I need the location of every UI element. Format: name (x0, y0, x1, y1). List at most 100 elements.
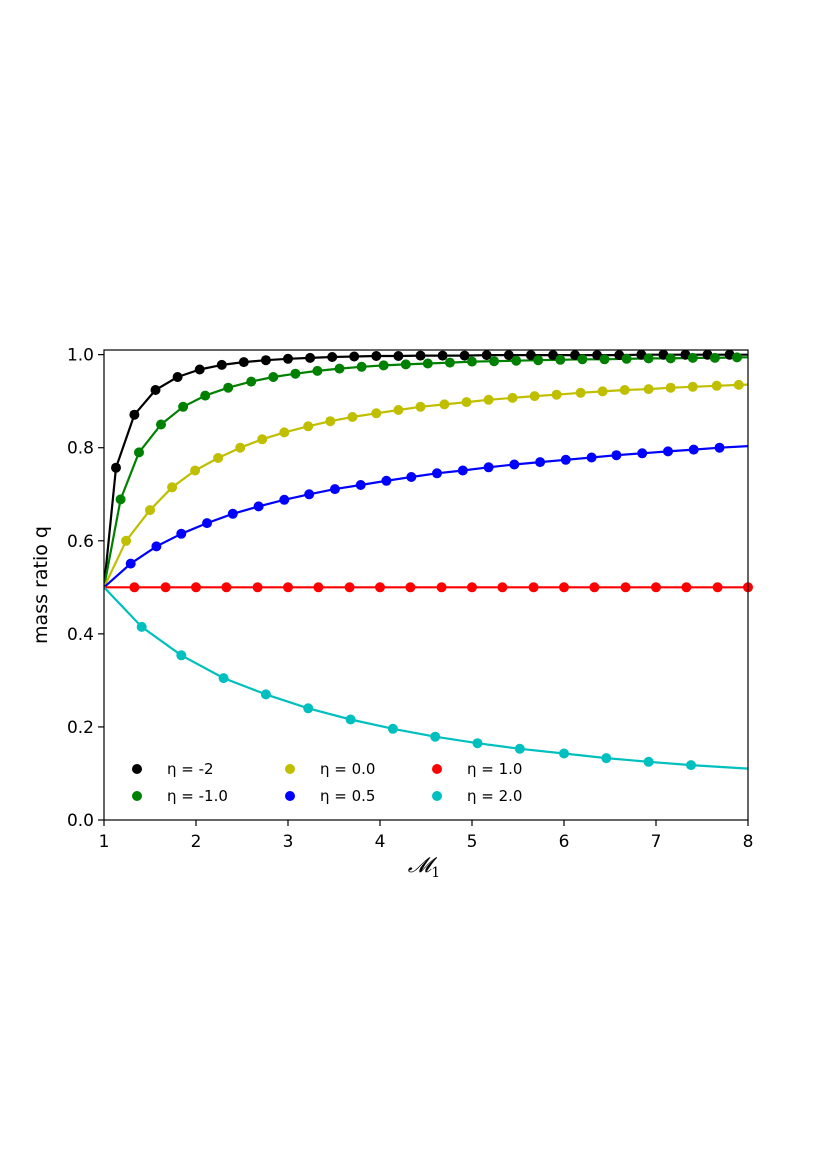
series-2-point (145, 505, 155, 516)
series-markers (111, 349, 753, 771)
series-3-point (279, 494, 290, 505)
series-0-point (570, 350, 580, 361)
series-2-point (643, 384, 654, 395)
series-1-point (577, 354, 588, 365)
series-2-point (213, 453, 224, 463)
series-3-point (457, 465, 468, 476)
series-4-point (221, 582, 232, 593)
y-tick-label: 0.2 (67, 718, 94, 738)
series-3-point (304, 489, 315, 500)
series-5-point (601, 753, 612, 764)
series-2-point (303, 421, 314, 432)
series-0-point (129, 409, 140, 420)
x-axis-ticks: 1 2 3 4 5 6 7 8 (99, 820, 753, 852)
series-1-point (400, 359, 411, 370)
series-0-point (437, 350, 448, 361)
series-3-point (586, 452, 597, 463)
series-4-point (129, 582, 140, 593)
x-tick-label: 5 (467, 832, 478, 852)
series-5-point (686, 760, 696, 771)
series-0-point (260, 355, 271, 366)
series-2-point (711, 380, 722, 391)
series-4-point (283, 582, 293, 593)
series-4-point (344, 582, 355, 593)
series-2-point (733, 379, 744, 390)
series-5-point (514, 743, 525, 754)
series-5-point (387, 723, 398, 734)
y-tick-label: 0.6 (67, 532, 94, 552)
series-1-point (134, 447, 144, 458)
series-3-point (355, 480, 366, 490)
series-1-point (533, 355, 544, 366)
series-3-point (329, 484, 340, 495)
legend-marker (285, 764, 295, 774)
legend-label: η = 1.0 (467, 760, 522, 778)
legend-label: η = -1.0 (167, 787, 228, 805)
legend-label: η = 0.5 (320, 787, 375, 805)
series-3-point (688, 444, 699, 455)
series-3-point (432, 468, 442, 479)
series-1-point (444, 357, 455, 368)
series-4-point (497, 582, 508, 593)
series-4-point (712, 582, 723, 593)
series-4-point (436, 582, 447, 593)
series-3-point (227, 508, 238, 519)
y-axis-ticks: 0.0 0.2 0.4 0.6 0.8 1.0 (67, 346, 104, 831)
series-2-point (665, 382, 676, 393)
legend-marker (432, 791, 442, 801)
series-2-point (279, 427, 290, 438)
x-axis-label-subscript: 1 (431, 865, 440, 881)
x-tick-label: 4 (375, 832, 386, 852)
series-3-point (714, 442, 725, 453)
series-0-point (481, 350, 492, 361)
series-3-point (406, 472, 417, 482)
plot-frame (103, 349, 749, 821)
series-3-point (381, 475, 392, 486)
legend-label: η = 2.0 (467, 787, 522, 805)
series-4-point (191, 582, 201, 593)
series-1-point (290, 368, 301, 379)
series-2-point (529, 391, 540, 402)
series-4-point (405, 582, 416, 593)
series-1-point (709, 352, 720, 363)
series-2-point (235, 442, 246, 453)
series-0-point (111, 462, 121, 473)
series-5-point (303, 703, 314, 714)
series-0-point (172, 372, 183, 382)
series-1-point (511, 355, 522, 366)
series-2-point (575, 387, 586, 398)
series-5-point (643, 756, 654, 767)
series-2-point (439, 399, 450, 410)
series-3-point (253, 501, 264, 512)
series-lines (104, 353, 748, 770)
series-1-point (489, 356, 500, 367)
series-4-point (313, 582, 324, 593)
series-0-point (592, 350, 603, 361)
series-0-point (150, 385, 161, 395)
legend-label: η = 0.0 (320, 760, 375, 778)
series-2-point (551, 389, 562, 400)
series-1-point (422, 358, 433, 369)
series-3-point (176, 528, 187, 539)
series-2-point (121, 535, 132, 546)
series-1-point (643, 353, 654, 364)
series-1-point (334, 363, 345, 374)
series-5-point (136, 621, 147, 632)
x-tick-label: 3 (283, 832, 294, 852)
x-tick-label: 1 (99, 832, 110, 852)
series-1-point (156, 419, 166, 430)
series-1-point (246, 376, 257, 387)
series-5-point (430, 731, 441, 742)
series-0-point (503, 350, 514, 361)
series-2-point (325, 416, 336, 427)
series-0-point (525, 350, 536, 361)
series-1-point (467, 356, 477, 367)
series-5-point (260, 689, 271, 700)
series-5-point (176, 650, 187, 661)
series-1-point (732, 352, 742, 363)
x-axis-label: 𝓜1 (408, 853, 440, 881)
legend-marker (432, 764, 442, 774)
series-2-point (687, 381, 698, 392)
y-tick-label: 0.4 (67, 625, 94, 645)
